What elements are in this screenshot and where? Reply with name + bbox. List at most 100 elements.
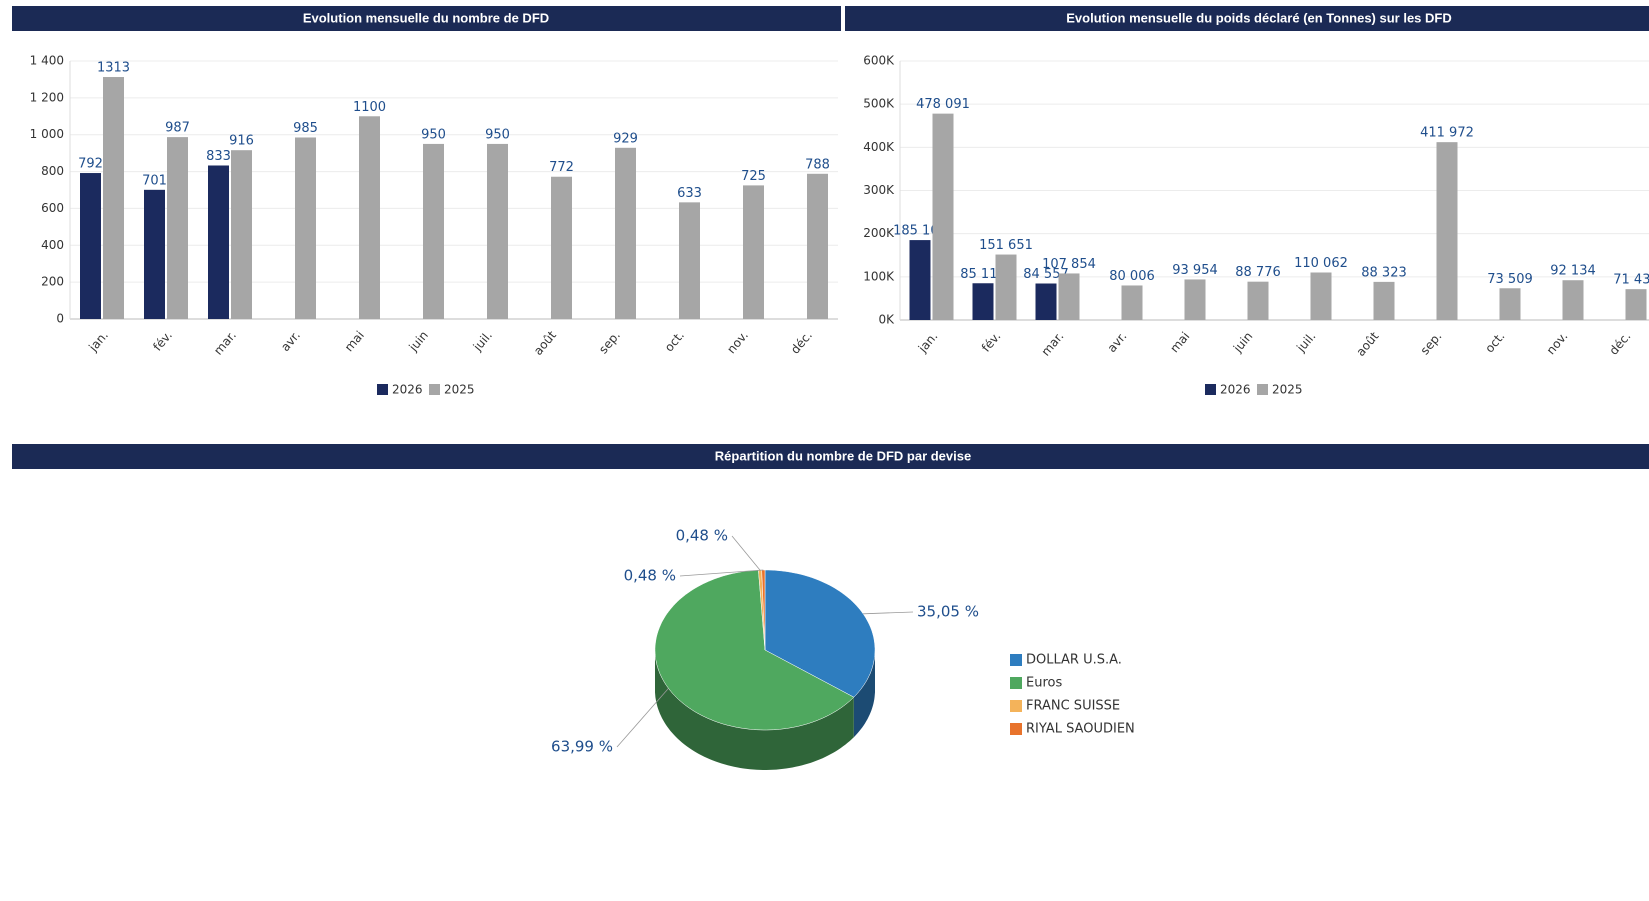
data-label: 950	[485, 127, 510, 142]
y-tick-label: 1 000	[30, 127, 64, 141]
legend-label: RIYAL SAOUDIEN	[1026, 722, 1135, 737]
data-label: 151 651	[979, 238, 1033, 253]
legend-label: Euros	[1026, 676, 1062, 691]
panel-header	[845, 6, 1649, 31]
data-label: 85 117	[960, 267, 1006, 282]
data-label: 93 954	[1172, 263, 1218, 278]
y-tick-label: 800	[41, 164, 64, 178]
x-tick-label: juil.	[1293, 329, 1318, 355]
legend-label: FRANC SUISSE	[1026, 699, 1120, 714]
leader-line	[616, 688, 669, 748]
x-tick-label: avr.	[278, 328, 303, 354]
x-tick-label: août	[1353, 329, 1381, 359]
data-label: 110 062	[1294, 256, 1348, 271]
legend-swatch	[377, 384, 388, 395]
bar	[167, 137, 188, 319]
data-label: 788	[805, 157, 830, 172]
bar	[295, 137, 316, 319]
bar	[1499, 288, 1521, 320]
panel-header	[12, 444, 1649, 469]
chart-title: Evolution mensuelle du nombre de DFD	[303, 10, 549, 25]
y-tick-label: 300K	[863, 183, 895, 197]
x-tick-label: mai	[1167, 329, 1192, 355]
bar	[1184, 279, 1206, 320]
leader-line	[731, 535, 761, 571]
bar	[995, 254, 1017, 320]
bar	[1247, 281, 1269, 320]
bar	[972, 283, 994, 320]
bar	[1058, 273, 1080, 320]
data-label: 1313	[97, 61, 130, 76]
legend-swatch	[1010, 654, 1022, 666]
bar	[679, 202, 700, 319]
chart-title: Répartition du nombre de DFD par devise	[715, 448, 971, 463]
x-tick-label: juin	[406, 328, 431, 355]
bar	[144, 189, 165, 319]
data-label: 63,99 %	[551, 738, 613, 756]
x-tick-label: sep.	[596, 328, 623, 356]
data-label: 35,05 %	[917, 603, 979, 621]
y-tick-label: 600K	[863, 54, 895, 68]
legend-label: 2026	[1220, 383, 1251, 397]
data-label: 792	[78, 157, 103, 172]
x-tick-label: déc.	[788, 328, 815, 356]
legend-label: 2025	[1272, 383, 1303, 397]
x-tick-label: déc.	[1606, 329, 1633, 357]
bar	[1035, 283, 1057, 320]
chart-title: Evolution mensuelle du poids déclaré (en…	[1066, 10, 1452, 25]
data-label: 772	[549, 160, 574, 175]
legend-label: DOLLAR U.S.A.	[1026, 653, 1122, 668]
data-label: 916	[229, 134, 254, 149]
bar	[1562, 280, 1584, 320]
data-label: 633	[677, 186, 702, 201]
y-tick-label: 100K	[863, 269, 895, 283]
legend-label: 2025	[444, 383, 475, 397]
legend-swatch	[1205, 384, 1216, 395]
x-tick-label: fév.	[150, 328, 175, 354]
y-tick-label: 600	[41, 201, 64, 215]
bar	[80, 173, 101, 319]
bar	[743, 185, 764, 319]
x-tick-label: mar.	[1039, 329, 1067, 358]
y-tick-label: 200K	[863, 226, 895, 240]
data-label: 725	[741, 169, 766, 184]
bar	[807, 173, 828, 319]
data-label: 80 006	[1109, 269, 1155, 284]
data-label: 950	[421, 127, 446, 142]
bar	[1625, 289, 1647, 320]
bar	[1373, 281, 1395, 320]
data-label: 411 972	[1420, 126, 1474, 141]
bar	[932, 113, 954, 320]
pie-slice	[654, 569, 855, 731]
legend-swatch	[1010, 723, 1022, 735]
bar	[359, 116, 380, 320]
data-label: 987	[165, 121, 190, 136]
x-tick-label: nov.	[724, 328, 751, 356]
data-label: 84 557	[1023, 267, 1069, 282]
data-label: 833	[206, 149, 231, 164]
data-label: 107 854	[1042, 257, 1096, 272]
data-label: 73 509	[1487, 272, 1533, 287]
data-label: 88 323	[1361, 265, 1407, 280]
data-label: 92 134	[1550, 264, 1596, 279]
bar	[1121, 285, 1143, 320]
bar	[487, 143, 508, 319]
bar	[208, 165, 229, 319]
x-tick-label: nov.	[1544, 329, 1571, 357]
bar	[423, 143, 444, 319]
legend-swatch	[429, 384, 440, 395]
pie-side	[655, 650, 854, 770]
pie-side	[853, 650, 875, 738]
x-tick-label: jan.	[85, 328, 111, 355]
legend-label: 2026	[392, 383, 423, 397]
y-tick-label: 400K	[863, 140, 895, 154]
x-tick-label: juil.	[470, 328, 495, 354]
x-tick-label: juin	[1230, 329, 1255, 356]
data-label: 0,48 %	[676, 527, 728, 545]
legend-swatch	[1257, 384, 1268, 395]
x-tick-label: oct.	[662, 328, 687, 354]
x-tick-label: fév.	[979, 329, 1004, 355]
y-tick-label: 400	[41, 238, 64, 252]
x-tick-label: sep.	[1418, 329, 1445, 357]
